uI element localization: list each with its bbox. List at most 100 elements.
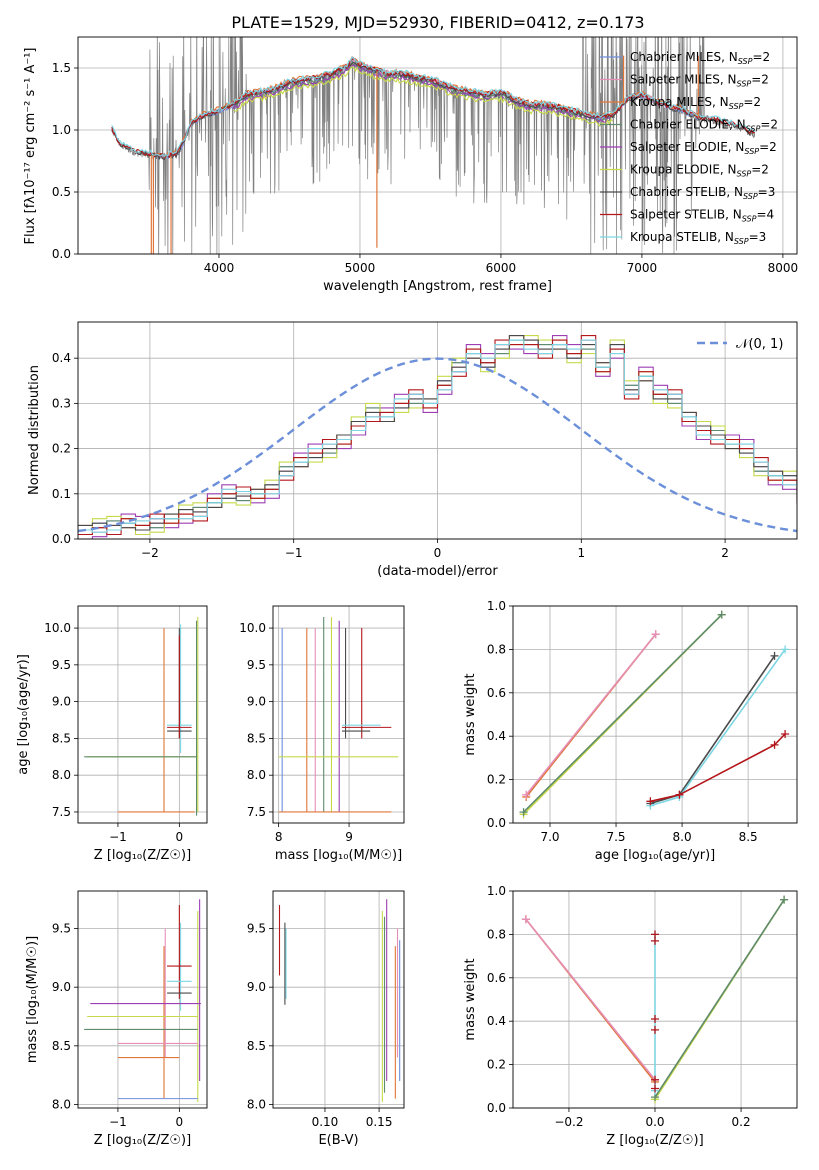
spectrum-ylabel: Flux [fλ10⁻¹⁷ erg cm⁻² s⁻¹ A⁻¹] [23, 48, 38, 245]
mwage-marker-chabrier_elodie [717, 610, 726, 619]
agem-ytick-label: 7.5 [247, 805, 266, 819]
agez-ytick-label: 7.5 [52, 805, 71, 819]
mwage-xtick-label: 7.5 [606, 830, 625, 844]
massz-plot-area [84, 899, 201, 1103]
agem-ytick-label: 8.5 [247, 731, 266, 745]
mwz-marker-zero [651, 1025, 659, 1034]
mwage-ylabel: mass weight [463, 673, 478, 755]
residuals-ytick-label: 0.4 [52, 351, 71, 365]
mwage-ytick-label: 0.2 [487, 773, 506, 787]
agem-xtick-label: 8 [275, 830, 283, 844]
massebv-xtick-label: 0.15 [366, 1115, 393, 1129]
mwz-ytick-label: 0.6 [487, 971, 506, 985]
mwage-ytick-label: 0.4 [487, 729, 506, 743]
residuals-ticks [74, 357, 726, 543]
legend-label-kroupa_miles: Kroupa MILES, NSSP=2 [630, 95, 761, 111]
mass-vs-metallicity-panel: −1 0 8.0 8.5 9.0 9.5 Z [log₁₀(Z/Z☉)] mass [log₁… [25, 890, 208, 1148]
massebv-xtick-label: 0.10 [312, 1115, 339, 1129]
spectrum-ytick-label: 1.5 [52, 61, 71, 75]
agez-ytick-label: 8.5 [52, 731, 71, 745]
massebv-plot-area [278, 899, 401, 1103]
agez-xtick-label: −1 [109, 830, 127, 844]
massebv-frame [272, 890, 405, 1109]
legend-label-kroupa_stelib: Kroupa STELIB, NSSP=3 [630, 230, 766, 246]
mass-vs-ebv-panel: 0.10 0.15 8.0 8.5 9.0 9.5 E(B-V) [247, 890, 405, 1148]
agem-xtick-label: 9 [345, 830, 353, 844]
agem-ticks [269, 627, 350, 827]
agez-ytick-label: 8.0 [52, 768, 71, 782]
mwage-ticks [509, 605, 749, 827]
mwage-xtick-label: 8.5 [739, 830, 758, 844]
legend-label-chabrier_elodie: Chabrier ELODIE, NSSP=2 [630, 118, 778, 134]
massz-ylabel: mass [log₁₀(M/M☉)] [25, 936, 40, 1063]
massz-frame [77, 890, 208, 1109]
mwz-xlabel: Z [log₁₀(Z/Z☉)] [606, 1133, 703, 1148]
mwage-ytick-label: 0.0 [487, 816, 506, 830]
spectrum-xtick-label: 5000 [345, 261, 376, 275]
mwz-xtick-label: 0.2 [732, 1115, 751, 1129]
agem-xlabel: mass [log₁₀(M/M☉)] [275, 848, 402, 863]
legend-label-chabrier_miles: Chabrier MILES, NSSP=2 [630, 50, 770, 66]
massz-xtick-label: 0 [176, 1115, 184, 1129]
massebv-ytick-label: 9.5 [247, 922, 266, 936]
age-vs-metallicity-panel: −1 0 7.5 8.0 8.5 9.0 9.5 10.0 Z [log₁₀(Z/Z☉)] age… [16, 605, 208, 863]
spectrum-model-salpeter_elodie [233, 64, 613, 123]
residuals-xtick-label: −1 [285, 546, 303, 560]
residuals-histogram-panel: −2 −1 0 1 2 0.0 0.1 0.2 0.3 0.4 (data-model)/error… [27, 321, 798, 579]
residuals-ytick-label: 0.1 [52, 487, 71, 501]
massweight-vs-age-panel: 7.0 7.5 8.0 8.5 0.0 0.2 0.4 0.6 0.8 1.0 age [log₁₀… [463, 599, 798, 863]
legend-normal-label: 𝒩(0, 1) [736, 337, 783, 352]
mwz-xtick-label: 0.0 [645, 1115, 664, 1129]
mwz-ylabel: mass weight [463, 958, 478, 1040]
residuals-ytick-label: 0.2 [52, 442, 71, 456]
agem-ytick-label: 9.0 [247, 695, 266, 709]
mwage-series-chabrier_elodie [523, 614, 723, 813]
legend-label-chabrier_stelib: Chabrier STELIB, NSSP=3 [630, 185, 775, 201]
legend-label-salpeter_miles: Salpeter MILES, NSSP=2 [630, 73, 769, 89]
mwz-marker-zero [651, 1084, 659, 1093]
mwz-marker-zero [651, 1015, 659, 1024]
mwage-marker-kroupa_stelib [781, 645, 790, 654]
agez-frame [77, 605, 208, 824]
mwage-series-salpeter_stelib [650, 733, 786, 803]
spectrum-ytick-label: 0.0 [52, 247, 71, 261]
agem-grid [273, 606, 404, 823]
residuals-frame [77, 321, 798, 540]
mwage-series-salpeter_miles [525, 633, 657, 796]
massz-ytick-label: 8.0 [52, 1097, 71, 1111]
residuals-xtick-label: 2 [721, 546, 729, 560]
spectrum-plot-area [111, 37, 756, 254]
mwage-xtick-label: 8.0 [673, 830, 692, 844]
agem-ytick-label: 10.0 [239, 621, 266, 635]
mwz-series-chabrier_elodie [654, 899, 785, 1098]
mwage-marker-salpeter_miles [651, 630, 660, 639]
mwage-marker-salpeter_stelib [781, 730, 790, 739]
mwz-marker-zero [651, 1075, 659, 1084]
massz-xtick-label: −1 [109, 1115, 127, 1129]
mwage-xtick-label: 7.0 [540, 830, 559, 844]
agem-frame [272, 605, 405, 824]
massz-xlabel: Z [log₁₀(Z/Z☉)] [94, 1133, 191, 1148]
legend-label-kroupa_elodie: Kroupa ELODIE, NSSP=2 [630, 163, 769, 179]
residuals-xtick-label: 0 [434, 546, 442, 560]
mwage-marker-salpeter_stelib [646, 797, 655, 806]
spectrum-frame [77, 36, 798, 255]
agez-ytick-label: 10.0 [44, 621, 71, 635]
residuals-xlabel: (data-model)/error [377, 564, 498, 579]
legend-label-salpeter_elodie: Salpeter ELODIE, NSSP=2 [630, 140, 777, 156]
normal-curve [78, 357, 797, 533]
massebv-ticks [269, 928, 380, 1112]
massz-ytick-label: 9.5 [52, 922, 71, 936]
mwz-series-salpeter_miles [525, 918, 656, 1081]
agez-xlabel: Z [log₁₀(Z/Z☉)] [94, 848, 191, 863]
mwz-frame [512, 890, 798, 1109]
mwz-ytick-label: 1.0 [487, 884, 506, 898]
mwage-ytick-label: 0.6 [487, 686, 506, 700]
massebv-ytick-label: 9.0 [247, 980, 266, 994]
spectrum-xtick-label: 8000 [768, 261, 799, 275]
mwage-marker-salpeter_stelib [675, 790, 684, 799]
massz-ytick-label: 8.5 [52, 1039, 71, 1053]
mwz-marker-salpeter_miles [521, 915, 530, 924]
spectrum-ytick-label: 1.0 [52, 123, 71, 137]
agez-xtick-label: 0 [176, 830, 184, 844]
